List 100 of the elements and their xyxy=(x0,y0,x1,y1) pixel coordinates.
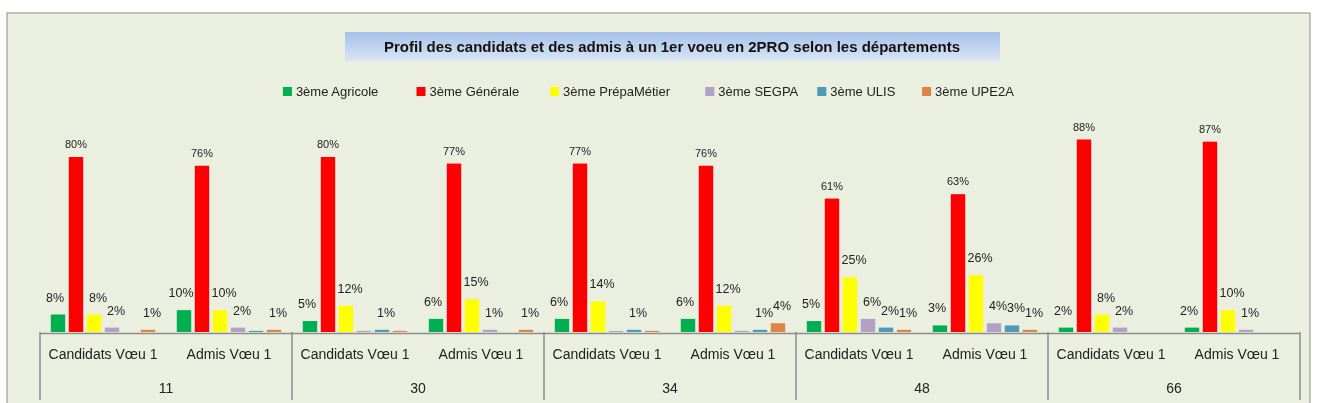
data-label: 1% xyxy=(142,305,162,320)
data-label: 2% xyxy=(1053,303,1073,318)
bar xyxy=(770,323,786,332)
data-label: 1% xyxy=(1240,305,1260,320)
bar xyxy=(1004,325,1020,332)
bar xyxy=(302,321,318,332)
bar xyxy=(86,314,102,332)
bar xyxy=(194,165,210,332)
text: 11 xyxy=(158,380,174,396)
data-label: 1% xyxy=(1024,305,1044,320)
x-tick-label: Admis Vœu 1 xyxy=(438,346,524,362)
bar xyxy=(950,194,966,332)
bar xyxy=(590,301,606,332)
data-label: 6% xyxy=(862,294,882,309)
data-label: 76% xyxy=(694,146,718,159)
bar xyxy=(860,318,876,332)
text: 48 xyxy=(914,380,930,396)
bar xyxy=(1076,139,1092,332)
data-label: 1% xyxy=(520,305,540,320)
data-label: 4% xyxy=(772,299,792,314)
bar xyxy=(320,157,336,332)
x-tick-label: Candidats Vœu 1 xyxy=(804,346,914,362)
x-tick-label: Candidats Vœu 1 xyxy=(48,346,158,362)
data-label: 12% xyxy=(715,281,741,296)
data-label: 12% xyxy=(337,281,363,296)
bar xyxy=(446,163,462,332)
data-label: 8% xyxy=(88,290,108,305)
bar xyxy=(824,198,840,332)
bar xyxy=(680,318,696,332)
data-label: 2% xyxy=(1114,303,1134,318)
bar xyxy=(1220,310,1236,332)
x-tick-label: Admis Vœu 1 xyxy=(1194,346,1280,362)
data-label: 6% xyxy=(675,294,695,309)
data-label: 1% xyxy=(484,305,504,320)
x-tick-label: Candidats Vœu 1 xyxy=(1056,346,1166,362)
legend-label: 3ème SEGPA xyxy=(718,84,799,99)
data-label: 15% xyxy=(463,275,489,290)
bar xyxy=(986,323,1002,332)
text: 34 xyxy=(662,380,678,396)
data-label: 5% xyxy=(297,297,317,312)
bar xyxy=(50,314,66,332)
data-label: 1% xyxy=(376,305,396,320)
x-tick-label: Admis Vœu 1 xyxy=(690,346,776,362)
data-label: 10% xyxy=(1219,286,1245,301)
data-label: 8% xyxy=(45,290,65,305)
x-tick-label: Candidats Vœu 1 xyxy=(552,346,662,362)
data-label: 14% xyxy=(589,277,615,292)
bar xyxy=(1202,141,1218,332)
data-label: 5% xyxy=(801,297,821,312)
data-label: 8% xyxy=(1096,290,1116,305)
data-label: 3% xyxy=(927,301,947,316)
bar xyxy=(968,275,984,332)
data-label: 10% xyxy=(168,286,194,301)
bar xyxy=(698,165,714,332)
text: 30 xyxy=(410,380,426,396)
legend-label: 3ème UPE2A xyxy=(935,84,1015,99)
data-label: 4% xyxy=(988,299,1008,314)
legend-label: 3ème PrépaMétier xyxy=(563,84,671,99)
bar xyxy=(932,325,948,332)
chart-title: Profil des candidats et des admis à un 1er voeu en 2PRO selon les départements xyxy=(383,38,961,55)
bar xyxy=(428,318,444,332)
data-label: 63% xyxy=(946,175,970,188)
x-tick-label: Admis Vœu 1 xyxy=(942,346,1028,362)
data-label: 1% xyxy=(898,305,918,320)
bar xyxy=(572,163,588,332)
x-tick-label: Admis Vœu 1 xyxy=(186,346,272,362)
data-label: 2% xyxy=(232,303,252,318)
legend-label: 3ème ULIS xyxy=(830,84,896,99)
x-tick-label: Candidats Vœu 1 xyxy=(300,346,410,362)
data-label: 2% xyxy=(880,303,900,318)
bar xyxy=(212,310,228,332)
bar xyxy=(842,277,858,332)
data-label: 61% xyxy=(820,179,844,192)
data-label: 87% xyxy=(1198,122,1222,135)
legend-label: 3ème Générale xyxy=(429,84,520,99)
data-label: 6% xyxy=(549,294,569,309)
data-label: 10% xyxy=(211,286,237,301)
bar xyxy=(464,299,480,332)
bar xyxy=(68,157,84,332)
data-label: 1% xyxy=(754,305,774,320)
data-label: 77% xyxy=(568,144,592,157)
bar xyxy=(806,321,822,332)
data-label: 1% xyxy=(628,305,648,320)
data-label: 88% xyxy=(1072,120,1096,133)
data-label: 2% xyxy=(106,303,126,318)
data-label: 6% xyxy=(423,294,443,309)
data-label: 77% xyxy=(442,144,466,157)
bar xyxy=(554,318,570,332)
data-label: 80% xyxy=(64,138,88,150)
text: 66 xyxy=(1166,380,1182,396)
data-label: 25% xyxy=(841,253,867,268)
data-label: 80% xyxy=(316,138,340,150)
data-label: 3% xyxy=(1006,301,1026,316)
data-label: 2% xyxy=(1179,303,1199,318)
data-label: 26% xyxy=(967,251,993,266)
bar xyxy=(1094,314,1110,332)
legend-label: 3ème Agricole xyxy=(295,84,379,99)
bar xyxy=(176,310,192,332)
data-label: 1% xyxy=(268,305,288,320)
data-label: 76% xyxy=(190,146,214,159)
